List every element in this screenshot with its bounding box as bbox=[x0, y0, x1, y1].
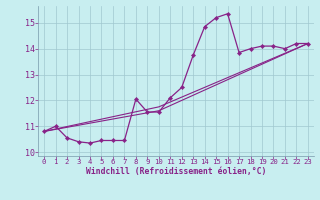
X-axis label: Windchill (Refroidissement éolien,°C): Windchill (Refroidissement éolien,°C) bbox=[86, 167, 266, 176]
